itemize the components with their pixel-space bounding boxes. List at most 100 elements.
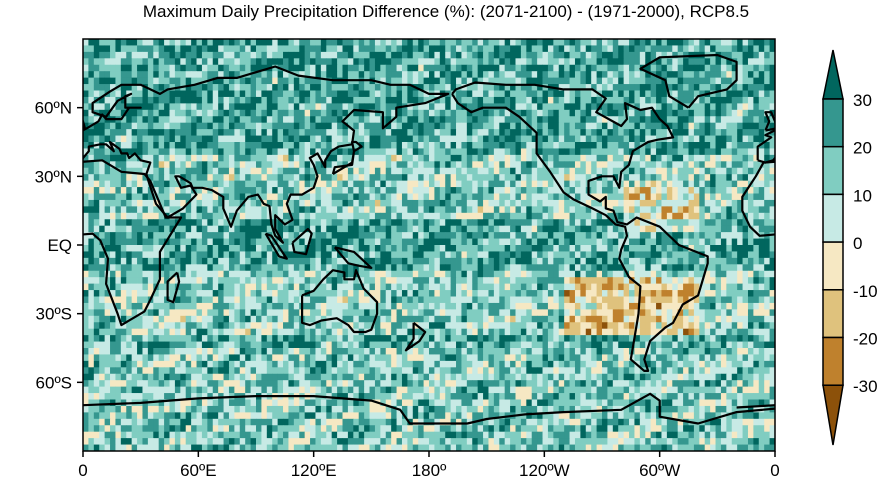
grid-cell [742, 193, 749, 201]
grid-cell [558, 238, 565, 246]
grid-cell [731, 180, 738, 188]
grid-cell [688, 264, 695, 272]
grid-cell [201, 129, 208, 136]
grid-cell [747, 71, 754, 79]
grid-cell [391, 142, 397, 149]
grid-cell [488, 264, 495, 272]
grid-cell [742, 257, 749, 265]
grid-cell [477, 174, 484, 182]
grid-cell [499, 283, 506, 291]
grid-cell [337, 283, 343, 291]
grid-cell [537, 187, 543, 194]
grid-cell [634, 283, 641, 291]
grid-cell [629, 251, 635, 259]
grid-cell [353, 45, 360, 53]
grid-cell [564, 58, 570, 66]
grid-cell [158, 174, 165, 182]
grid-cell [758, 103, 765, 111]
grid-cell [472, 225, 479, 233]
grid-cell [693, 167, 700, 175]
grid-cell [683, 148, 689, 156]
grid-cell [374, 51, 381, 59]
grid-cell [239, 39, 246, 46]
grid-cell [228, 180, 235, 188]
grid-cell [623, 71, 630, 79]
grid-cell [126, 283, 133, 291]
grid-cell [472, 116, 479, 124]
grid-cell [418, 109, 424, 117]
grid-cell [196, 187, 203, 194]
grid-cell [693, 283, 700, 291]
grid-cell [158, 77, 165, 85]
grid-cell [169, 187, 176, 194]
grid-cell [645, 180, 652, 188]
grid-cell [510, 90, 516, 98]
grid-cell [342, 206, 349, 214]
grid-cell [450, 71, 457, 79]
grid-cell [515, 238, 522, 246]
grid-cell [283, 122, 289, 130]
grid-cell [342, 193, 349, 201]
grid-cell [731, 264, 738, 272]
grid-cell [769, 238, 775, 246]
grid-cell [245, 45, 251, 53]
grid-cell [672, 39, 679, 46]
grid-cell [683, 96, 689, 104]
grid-cell [201, 270, 208, 278]
grid-cell [266, 39, 273, 46]
grid-cell [201, 283, 208, 291]
grid-cell [142, 193, 149, 201]
grid-cell [169, 64, 176, 72]
grid-cell [272, 77, 279, 85]
grid-cell [429, 122, 435, 130]
grid-cell [596, 154, 603, 162]
grid-cell [396, 116, 403, 124]
grid-cell [337, 193, 343, 201]
grid-cell [337, 167, 343, 175]
grid-cell [266, 167, 273, 175]
grid-cell [704, 103, 711, 111]
grid-cell [396, 283, 403, 291]
grid-cell [169, 116, 176, 124]
grid-cell [310, 283, 316, 291]
grid-cell [347, 45, 354, 53]
grid-cell [277, 58, 284, 66]
grid-cell [407, 142, 414, 149]
grid-cell [445, 193, 452, 201]
grid-cell [645, 77, 652, 85]
grid-cell [758, 193, 765, 201]
grid-cell [477, 103, 484, 111]
grid-cell [99, 225, 106, 233]
grid-cell [445, 96, 452, 104]
grid-cell [731, 45, 738, 53]
grid-cell [423, 116, 430, 124]
grid-cell [337, 122, 343, 130]
grid-cell [656, 277, 662, 285]
grid-cell [742, 84, 749, 91]
grid-cell [542, 212, 549, 220]
grid-cell [683, 84, 689, 91]
grid-cell [93, 251, 100, 259]
grid-cell [612, 187, 619, 194]
grid-cell [115, 283, 122, 291]
grid-cell [699, 122, 706, 130]
grid-cell [666, 264, 673, 272]
grid-cell [477, 264, 484, 272]
grid-cell [131, 84, 138, 91]
grid-cell [201, 257, 208, 265]
grid-cell [737, 187, 743, 194]
grid-cell [666, 251, 673, 259]
grid-cell [83, 257, 89, 265]
grid-cell [401, 154, 408, 162]
grid-cell [564, 51, 570, 59]
grid-cell [250, 58, 257, 66]
grid-cell [693, 225, 700, 233]
grid-cell [234, 167, 241, 175]
grid-cell [228, 71, 235, 79]
grid-cell [456, 174, 462, 182]
grid-cell [293, 39, 300, 46]
grid-cell [602, 58, 608, 66]
grid-cell [261, 103, 268, 111]
grid-cell [585, 193, 592, 201]
grid-cell [450, 148, 457, 156]
